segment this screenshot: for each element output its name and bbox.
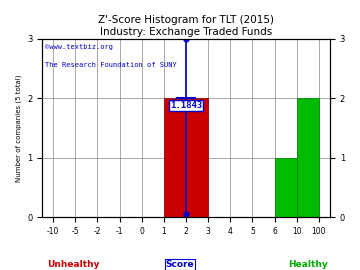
Y-axis label: Number of companies (5 total): Number of companies (5 total) <box>15 74 22 182</box>
Bar <box>297 98 319 217</box>
Bar <box>164 98 208 217</box>
Text: The Research Foundation of SUNY: The Research Foundation of SUNY <box>45 62 177 68</box>
Bar <box>275 158 297 217</box>
Text: 1.1843: 1.1843 <box>170 101 202 110</box>
Text: Healthy: Healthy <box>288 260 328 269</box>
Title: Z'-Score Histogram for TLT (2015)
Industry: Exchange Traded Funds: Z'-Score Histogram for TLT (2015) Indust… <box>98 15 274 37</box>
Text: Score: Score <box>166 260 194 269</box>
Text: Unhealthy: Unhealthy <box>47 260 99 269</box>
Text: ©www.textbiz.org: ©www.textbiz.org <box>45 44 113 50</box>
